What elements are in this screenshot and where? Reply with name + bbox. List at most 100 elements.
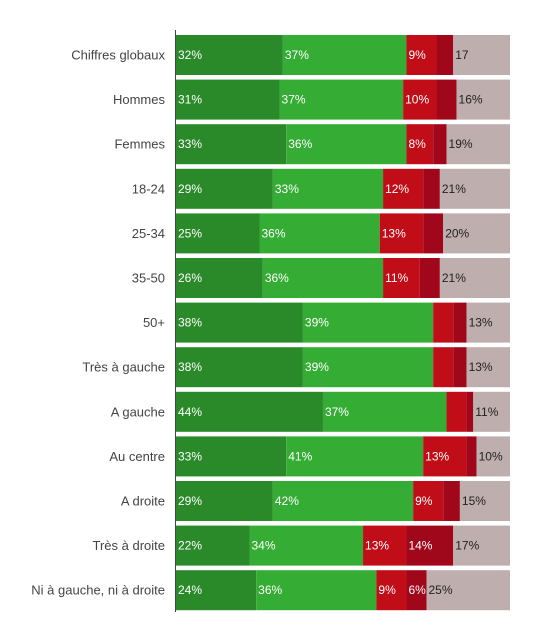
bar-segment — [286, 124, 407, 165]
data-label: 29% — [178, 182, 202, 196]
bar-segment — [423, 168, 440, 209]
bar-segment — [436, 79, 457, 120]
category-label: Hommes — [113, 92, 166, 107]
bar-segment — [176, 124, 287, 165]
bar-segment — [403, 79, 437, 120]
bar-segment — [406, 525, 454, 566]
bar-segment — [282, 35, 407, 75]
data-label: 15% — [462, 494, 486, 508]
category-label: 18-24 — [132, 181, 165, 196]
bar-segment — [453, 347, 467, 388]
data-label: 11% — [475, 405, 498, 419]
data-label: 12% — [385, 182, 409, 196]
category-label: 25-34 — [132, 226, 165, 241]
bar-segment — [453, 525, 510, 566]
data-label: 9% — [415, 494, 433, 508]
bar-segment — [262, 258, 384, 298]
data-label: 13% — [365, 539, 389, 553]
bar-segment — [176, 258, 263, 298]
bar-segment — [176, 168, 273, 209]
bar-segment — [363, 525, 407, 566]
data-label: 36% — [258, 583, 282, 597]
category-label: Femmes — [114, 137, 165, 152]
bar-segment — [383, 168, 424, 209]
bar-segment — [272, 481, 414, 521]
bar-segment — [419, 258, 440, 298]
bar-segment — [426, 570, 510, 611]
category-label: Très à droite — [93, 538, 166, 553]
bar-segment — [322, 391, 447, 432]
bar-segment — [379, 213, 424, 254]
bar-segment — [302, 347, 434, 388]
bar-segment — [436, 35, 454, 75]
data-label: 20% — [445, 226, 469, 240]
category-label: Ni à gauche, ni à droite — [31, 583, 165, 598]
data-label: 34% — [251, 539, 275, 553]
bar-segment — [433, 124, 447, 165]
bars-layer: 32% 37% 9% 17 31% 37% 10% 16% 33% 36% 8% 19% 29% 33% 1… — [176, 35, 510, 611]
bar-segment — [446, 124, 510, 165]
data-label: 16% — [459, 93, 483, 107]
data-label: 38% — [178, 360, 202, 374]
bar-segment — [439, 258, 510, 298]
data-label: 13% — [382, 226, 406, 240]
data-label: 39% — [305, 316, 329, 330]
bar-segment — [176, 570, 257, 611]
data-label: 36% — [288, 137, 312, 151]
category-label: A droite — [121, 494, 165, 509]
data-label: 8% — [408, 137, 426, 151]
bar-segment — [439, 168, 510, 209]
data-label: 33% — [178, 137, 202, 151]
bar-segment — [259, 213, 380, 254]
bar-segment — [176, 481, 273, 521]
bar-segment — [433, 302, 454, 343]
bar-segment — [459, 481, 510, 521]
data-label: 19% — [449, 137, 473, 151]
bar-segment — [176, 525, 250, 566]
category-label: Très à gauche — [82, 360, 165, 375]
bar-segment — [443, 481, 460, 521]
data-label: 6% — [408, 583, 426, 597]
bar-segment — [272, 168, 384, 209]
bar-segment — [433, 347, 454, 388]
category-label: Au centre — [109, 449, 165, 464]
data-label: 37% — [325, 405, 349, 419]
data-label: 42% — [275, 494, 299, 508]
data-label: 44% — [178, 405, 202, 419]
data-label: 24% — [178, 583, 202, 597]
bar-segment — [473, 391, 510, 432]
data-label: 32% — [178, 48, 202, 62]
bar-segment — [256, 570, 377, 611]
data-label: 13% — [469, 360, 493, 374]
data-label: 9% — [378, 583, 396, 597]
bar-segment — [413, 481, 444, 521]
category-label: A gauche — [111, 404, 165, 419]
bar-segment — [446, 391, 467, 432]
data-label: 37% — [282, 93, 306, 107]
bar-segment — [423, 436, 467, 477]
data-label: 13% — [425, 449, 449, 463]
data-label: 38% — [178, 316, 202, 330]
bar-segment — [376, 570, 407, 611]
bar-segment — [423, 213, 444, 254]
data-label: 26% — [178, 271, 202, 285]
bar-segment — [406, 570, 427, 611]
bar-segment — [176, 213, 260, 254]
bar-segment — [302, 302, 434, 343]
category-labels: Chiffres globaux Hommes Femmes 18-24 25-34 35… — [31, 48, 165, 598]
data-label: 39% — [305, 360, 329, 374]
category-label: 50+ — [143, 315, 165, 330]
data-label: 36% — [265, 271, 289, 285]
data-label: 9% — [408, 48, 426, 62]
bar-segment — [456, 79, 510, 120]
data-label: 22% — [178, 539, 202, 553]
bar-segment — [383, 258, 420, 298]
bar-segment — [453, 302, 467, 343]
data-label: 10% — [405, 93, 429, 107]
bar-segment — [406, 35, 437, 75]
data-label: 13% — [469, 316, 493, 330]
data-label: 25% — [429, 583, 453, 597]
data-label: 17 — [455, 48, 469, 62]
data-label: 25% — [178, 226, 202, 240]
